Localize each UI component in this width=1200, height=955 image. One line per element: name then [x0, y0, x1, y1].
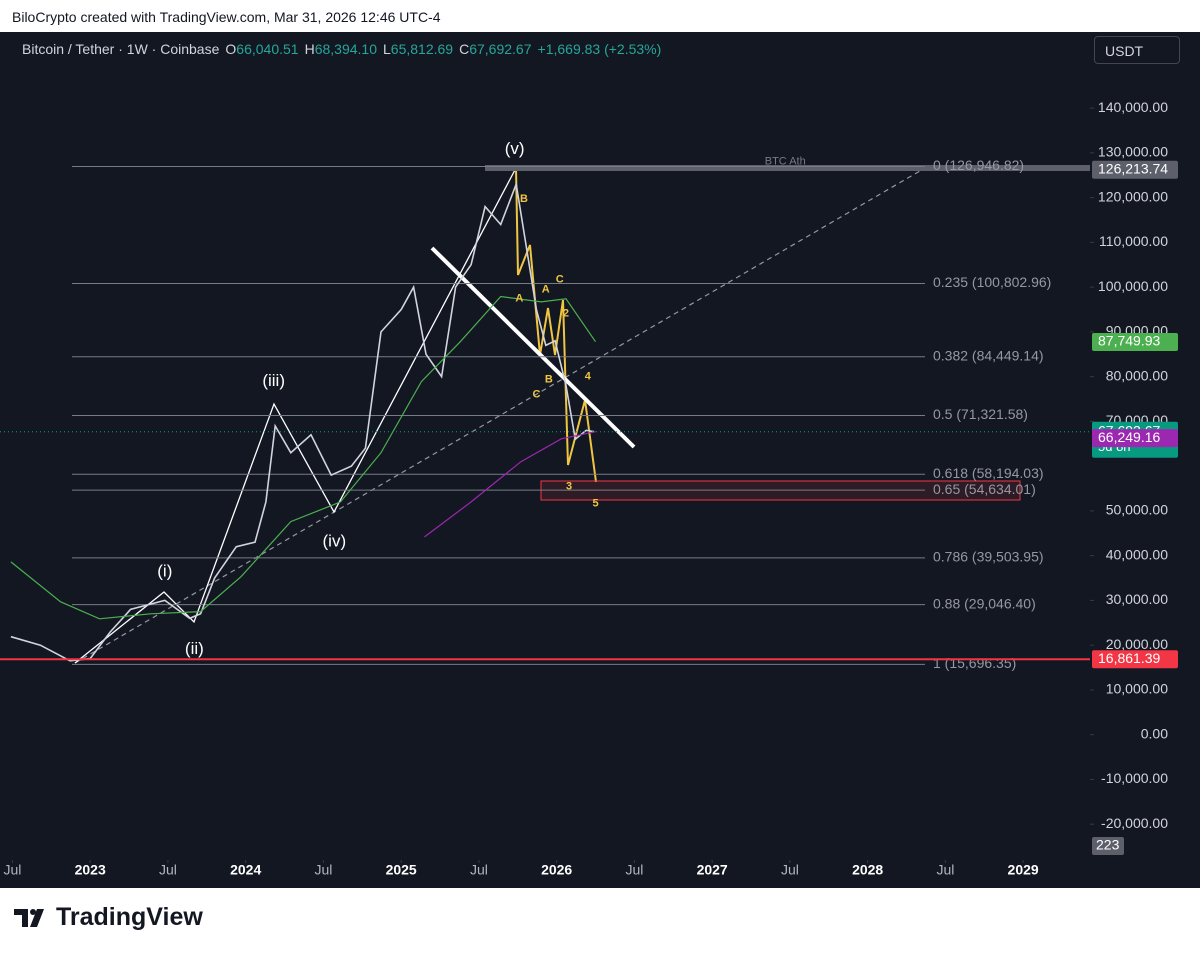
annotation: BTC Ath — [765, 156, 806, 168]
price-label: 66,249.16 — [1098, 429, 1160, 445]
ohlc-value: 65,812.69 — [390, 41, 454, 57]
brand-text: TradingView — [56, 903, 203, 931]
annotation: (iii) — [262, 371, 285, 390]
brand-logo: TradingView — [14, 903, 203, 932]
y-tick-label: 140,000.00 — [1098, 99, 1168, 115]
fib-label: 0.5 (71,321.58) — [933, 406, 1028, 422]
price-label: 16,861.39 — [1098, 650, 1160, 666]
fib-label: 0.786 (39,503.95) — [933, 549, 1044, 565]
price-line — [10, 181, 595, 662]
x-tick-label: 2023 — [75, 862, 106, 878]
price-line — [424, 431, 596, 538]
fib-label: 1 (15,696.35) — [933, 655, 1016, 671]
y-tick-label: 110,000.00 — [1099, 233, 1168, 249]
annotation: 4 — [585, 371, 592, 383]
y-tick-label: 20,000.00 — [1106, 636, 1168, 652]
price-label-box — [1092, 332, 1178, 351]
annotation: B — [545, 374, 553, 386]
ohlc-value: 66,040.51 — [236, 41, 299, 57]
fib-label: 0.382 (84,449.14) — [933, 347, 1044, 363]
annotation: A — [542, 284, 550, 296]
x-tick-label: 2026 — [541, 862, 572, 878]
y-tick-label: -10,000.00 — [1101, 770, 1168, 786]
y-tick-label: 100,000.00 — [1098, 278, 1168, 294]
price-label-box — [1092, 160, 1178, 179]
fib-label: 0.65 (54,634.01) — [933, 481, 1036, 497]
x-tick-label: 2029 — [1008, 862, 1039, 878]
x-tick-label: 2027 — [697, 862, 728, 878]
annotation: 3 — [566, 481, 572, 493]
x-tick-label: Jul — [159, 862, 177, 878]
price-label: 87,749.93 — [1098, 333, 1160, 349]
x-tick-label: Jul — [470, 862, 488, 878]
price-label-box — [1092, 650, 1178, 669]
x-tick-label: 2025 — [386, 862, 417, 878]
ohlc-key: C — [459, 41, 470, 57]
fib-label: 0 (126,946.82) — [933, 157, 1024, 173]
annotation: (ii) — [185, 639, 204, 658]
x-tick-label: Jul — [3, 862, 21, 878]
chart: -20,000.00 -10,000.00 0.00 10,000.00 20,000.… — [0, 32, 1200, 888]
x-tick-label: Jul — [781, 862, 799, 878]
volume-label: 223 — [1096, 837, 1120, 853]
x-tick-label: 2024 — [230, 862, 261, 878]
brand-icon — [14, 908, 44, 927]
annotation: 5 — [592, 498, 598, 510]
y-tick-label: 120,000.00 — [1098, 188, 1168, 204]
ohlc-value: 68,394.10 — [314, 41, 377, 57]
annotation: B — [520, 193, 528, 205]
annotation: C — [532, 388, 540, 400]
annotation: 2 — [563, 307, 569, 319]
y-tick-label: 10,000.00 — [1106, 681, 1168, 697]
y-tick-label: 130,000.00 — [1098, 144, 1168, 160]
fib-label: 0.235 (100,802.96) — [933, 274, 1051, 290]
price-label-box — [1092, 429, 1178, 448]
annotation: (iv) — [323, 531, 347, 550]
legend: Bitcoin / Tether · 1W · Coinbase O66,040.… — [22, 41, 661, 57]
ohlc-key: H — [304, 41, 315, 57]
ath-bar — [485, 165, 1090, 171]
dashed-trendline — [74, 167, 926, 664]
plot: -20,000.00 -10,000.00 0.00 10,000.00 20,000.… — [0, 99, 1178, 878]
price-change: +1,669.83 (+2.53%) — [537, 41, 662, 57]
annotation: (v) — [505, 139, 525, 158]
y-tick-label: -20,000.00 — [1101, 815, 1168, 831]
ohlc-key: L — [383, 41, 391, 57]
y-tick-label: 40,000.00 — [1106, 546, 1168, 562]
price-line — [10, 295, 596, 620]
x-tick-label: Jul — [936, 862, 954, 878]
price-label: 126,213.74 — [1098, 160, 1168, 176]
caption: BiloCrypto created with TradingView.com,… — [12, 9, 441, 25]
annotation: C — [556, 273, 564, 285]
currency-button[interactable]: USDT — [1094, 36, 1180, 64]
corrective-wave-line — [515, 167, 597, 483]
x-tick-label: Jul — [314, 862, 332, 878]
y-tick-label: 50,000.00 — [1106, 502, 1168, 518]
annotation: A — [515, 293, 523, 305]
downtrend-line — [430, 246, 636, 449]
fib-label: 0.88 (29,046.40) — [933, 595, 1036, 611]
ohlc-key: O — [225, 41, 237, 57]
x-tick-label: 2028 — [852, 862, 883, 878]
fib-label: 0.618 (58,194.03) — [933, 465, 1044, 481]
ohlc-value: 67,692.67 — [469, 41, 532, 57]
y-tick-label: 80,000.00 — [1106, 367, 1168, 383]
x-tick-label: Jul — [625, 862, 643, 878]
symbol-title: Bitcoin / Tether · 1W · Coinbase — [22, 41, 220, 57]
annotation: (i) — [157, 561, 172, 580]
chart-background — [0, 32, 1200, 888]
volume-label-box — [1092, 837, 1124, 855]
y-tick-label: 30,000.00 — [1106, 591, 1168, 607]
y-tick-label: 0.00 — [1141, 725, 1168, 741]
